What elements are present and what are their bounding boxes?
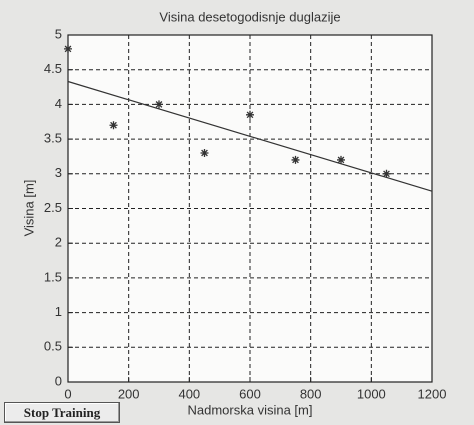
x-tick-label: 1000 [357, 386, 386, 401]
x-tick-label: 600 [239, 386, 261, 401]
y-tick-label: 4 [55, 96, 62, 111]
y-tick-label: 1 [55, 304, 62, 319]
data-point [291, 155, 300, 164]
x-tick-label: 800 [300, 386, 322, 401]
y-tick-label: 3.5 [44, 131, 62, 146]
stop-training-button[interactable]: Stop Training [4, 402, 120, 423]
y-tick-label: 5 [55, 26, 62, 41]
y-tick-label: 2.5 [44, 200, 62, 215]
y-tick-label: 3 [55, 165, 62, 180]
x-tick-label: 0 [64, 386, 71, 401]
y-tick-label: 0.5 [44, 339, 62, 354]
fit-line [67, 80, 433, 192]
y-tick-label: 2 [55, 235, 62, 250]
data-point [337, 155, 345, 164]
data-point [109, 121, 118, 130]
data-point [382, 169, 391, 178]
data-point [64, 44, 72, 53]
x-tick-label: 1200 [418, 386, 447, 401]
y-axis-label: Visina [m] [21, 180, 36, 237]
y-tick-label: 1.5 [44, 269, 62, 284]
data-point [246, 110, 254, 119]
x-tick-label: 200 [118, 386, 140, 401]
x-tick-label: 400 [178, 386, 200, 401]
y-tick-label: 0 [55, 373, 62, 388]
data-point [200, 148, 209, 157]
chart-title: Visina desetogodisnje duglazije [159, 9, 340, 24]
x-axis-label: Nadmorska visina [m] [188, 402, 313, 417]
y-tick-label: 4.5 [44, 61, 62, 76]
data-point [155, 100, 163, 109]
